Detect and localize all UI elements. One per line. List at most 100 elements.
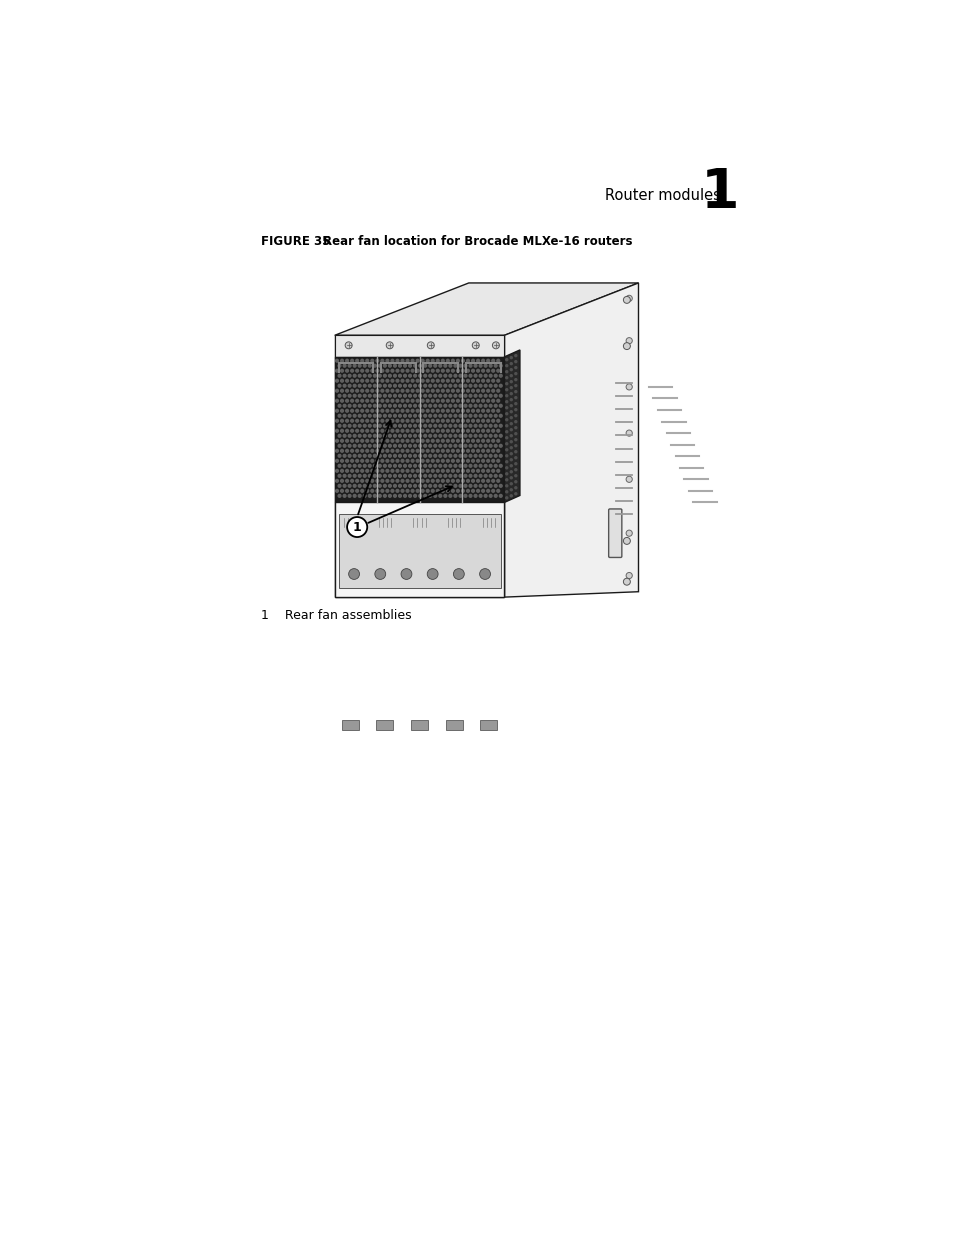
Circle shape (481, 430, 484, 432)
Circle shape (510, 471, 512, 473)
Circle shape (423, 425, 426, 427)
Circle shape (492, 379, 494, 382)
Circle shape (363, 404, 366, 408)
Circle shape (343, 364, 346, 367)
Circle shape (411, 420, 414, 422)
Circle shape (378, 404, 381, 408)
Circle shape (441, 450, 444, 452)
Circle shape (343, 425, 346, 427)
Circle shape (343, 415, 346, 417)
Circle shape (358, 374, 360, 377)
Circle shape (431, 369, 434, 372)
Circle shape (421, 479, 424, 482)
Circle shape (458, 494, 461, 498)
Circle shape (492, 489, 494, 493)
Circle shape (368, 425, 371, 427)
Circle shape (363, 435, 366, 437)
Circle shape (484, 364, 487, 367)
Circle shape (421, 409, 424, 412)
Circle shape (426, 489, 429, 493)
Circle shape (394, 464, 395, 467)
Circle shape (391, 379, 394, 382)
Circle shape (429, 425, 431, 427)
Circle shape (476, 450, 479, 452)
Circle shape (463, 454, 466, 457)
Circle shape (368, 384, 371, 387)
Circle shape (395, 450, 398, 452)
Circle shape (438, 474, 441, 477)
Circle shape (429, 474, 431, 477)
Circle shape (391, 369, 394, 372)
Circle shape (371, 379, 374, 382)
Circle shape (474, 445, 476, 447)
Circle shape (383, 415, 386, 417)
Circle shape (492, 409, 494, 412)
Circle shape (368, 445, 371, 447)
Circle shape (411, 379, 414, 382)
Circle shape (476, 389, 479, 393)
Circle shape (394, 435, 395, 437)
Circle shape (429, 374, 431, 377)
Circle shape (421, 450, 424, 452)
Circle shape (400, 369, 403, 372)
Polygon shape (341, 720, 358, 730)
Circle shape (416, 420, 418, 422)
Circle shape (481, 459, 484, 462)
Circle shape (429, 364, 431, 367)
Circle shape (446, 479, 449, 482)
Circle shape (340, 379, 343, 382)
Circle shape (423, 464, 426, 467)
Polygon shape (480, 720, 497, 730)
Circle shape (446, 409, 449, 412)
Circle shape (414, 404, 416, 408)
Circle shape (386, 389, 389, 393)
Circle shape (436, 450, 438, 452)
Circle shape (400, 420, 403, 422)
Circle shape (355, 359, 358, 362)
Circle shape (446, 389, 449, 393)
Circle shape (386, 399, 389, 403)
Circle shape (434, 435, 436, 437)
Circle shape (498, 474, 501, 477)
Circle shape (343, 494, 346, 498)
Circle shape (466, 399, 469, 403)
Circle shape (414, 484, 416, 488)
Circle shape (368, 374, 371, 377)
Circle shape (353, 445, 355, 447)
Circle shape (515, 396, 517, 399)
Circle shape (388, 435, 391, 437)
Circle shape (446, 489, 449, 493)
Circle shape (505, 490, 507, 493)
Circle shape (438, 484, 441, 488)
Circle shape (416, 479, 418, 482)
Circle shape (476, 379, 479, 382)
Circle shape (505, 419, 507, 421)
Circle shape (426, 359, 429, 362)
Circle shape (408, 435, 411, 437)
Circle shape (456, 479, 458, 482)
Circle shape (466, 389, 469, 393)
Circle shape (363, 425, 366, 427)
Circle shape (515, 403, 517, 405)
Circle shape (479, 568, 490, 579)
Circle shape (505, 431, 507, 432)
Circle shape (418, 394, 421, 398)
Circle shape (484, 394, 487, 398)
Circle shape (515, 367, 517, 368)
Circle shape (371, 399, 374, 403)
Circle shape (505, 473, 507, 474)
Circle shape (451, 359, 454, 362)
Circle shape (416, 359, 418, 362)
Circle shape (438, 435, 441, 437)
Circle shape (454, 474, 456, 477)
Circle shape (515, 427, 517, 429)
Circle shape (373, 435, 375, 437)
Circle shape (515, 451, 517, 453)
Circle shape (451, 479, 454, 482)
Circle shape (416, 440, 418, 442)
Circle shape (391, 479, 394, 482)
Circle shape (486, 409, 489, 412)
Circle shape (403, 404, 406, 408)
Circle shape (436, 359, 438, 362)
Circle shape (368, 394, 371, 398)
